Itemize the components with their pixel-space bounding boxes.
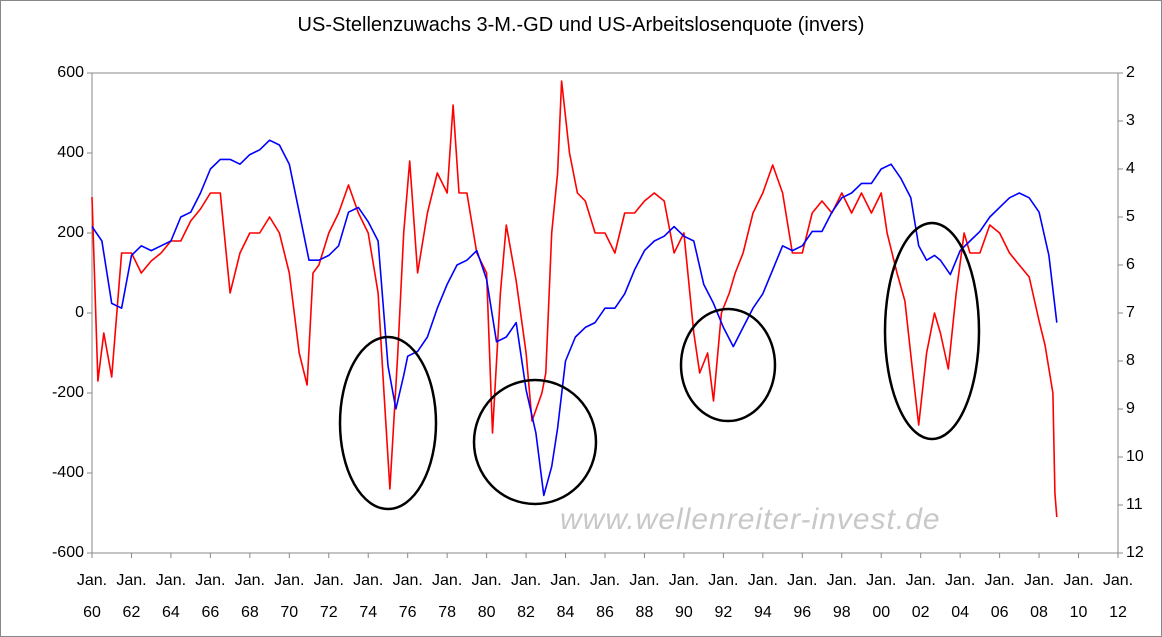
highlight-circle: [679, 307, 777, 423]
y2-tick-label: 6: [1126, 256, 1135, 273]
y2-tick-label: 2: [1126, 64, 1135, 81]
x-tick-label: Jan. 84: [550, 572, 581, 621]
x-tick-label: Jan. 02: [905, 572, 936, 621]
y-tick-label: -400: [51, 464, 84, 481]
y2-tick-label: 8: [1126, 352, 1135, 369]
x-tick-label: Jan. 94: [747, 572, 778, 621]
x-tick-label: Jan. 64: [155, 572, 187, 621]
x-tick-label: Jan. 66: [195, 572, 226, 621]
y-tick-label: 600: [57, 64, 84, 81]
x-tick-label: Jan. 92: [708, 572, 739, 621]
y2-tick-label: 3: [1126, 112, 1135, 129]
y2-tick-label: 7: [1126, 304, 1135, 321]
y2-tick-label: 10: [1126, 448, 1144, 465]
y-tick-label: 400: [57, 144, 84, 161]
y-tick-label: 200: [57, 224, 84, 241]
y-tick-label: -200: [51, 384, 84, 401]
x-tick-label: Jan. 88: [629, 572, 660, 621]
x-tick-label: Jan. 10: [1063, 572, 1094, 621]
x-tick-label: Jan. 96: [787, 572, 818, 621]
x-tick-label: Jan. 04: [945, 572, 976, 621]
data-line: [91, 80, 1058, 518]
x-tick-label: Jan. 78: [432, 572, 463, 621]
chart-title: US-Stellenzuwachs 3-M.-GD und US-Arbeits…: [297, 14, 865, 36]
x-tick-label: Jan. 86: [589, 572, 621, 621]
y2-tick-label: 4: [1126, 160, 1135, 177]
x-tick-label: Jan. 08: [1023, 572, 1055, 621]
highlight-circle: [472, 378, 598, 506]
x-tick-label: Jan. 06: [984, 572, 1015, 621]
x-tick-label: Jan. 76: [392, 572, 423, 621]
x-tick-label: Jan. 74: [353, 572, 384, 621]
watermark: www.wellenreiter-invest.de: [560, 503, 941, 536]
y2-tick-label: 9: [1126, 400, 1135, 417]
y2-tick-label: 12: [1126, 544, 1144, 561]
y-tick-label: 0: [75, 304, 84, 321]
x-tick-label: Jan. 98: [826, 572, 857, 621]
x-tick-label: Jan. 12: [1102, 572, 1134, 621]
x-tick-label: Jan. 70: [274, 572, 305, 621]
y2-tick-label: 5: [1126, 208, 1135, 225]
x-tick-label: Jan. 68: [234, 572, 265, 621]
x-tick-label: Jan. 80: [471, 572, 502, 621]
y-tick-label: -600: [51, 544, 84, 561]
highlight-circle: [883, 221, 981, 441]
data-line: [91, 139, 1058, 497]
highlight-circle: [338, 335, 438, 511]
x-tick-label: Jan. 72: [313, 572, 344, 621]
y2-tick-label: 11: [1126, 496, 1143, 513]
x-tick-label: Jan. 60: [76, 572, 108, 621]
x-tick-label: Jan. 90: [668, 572, 700, 621]
x-tick-label: Jan. 82: [510, 572, 542, 621]
x-tick-label: Jan. 00: [866, 572, 897, 621]
x-tick-label: Jan. 62: [116, 572, 147, 621]
